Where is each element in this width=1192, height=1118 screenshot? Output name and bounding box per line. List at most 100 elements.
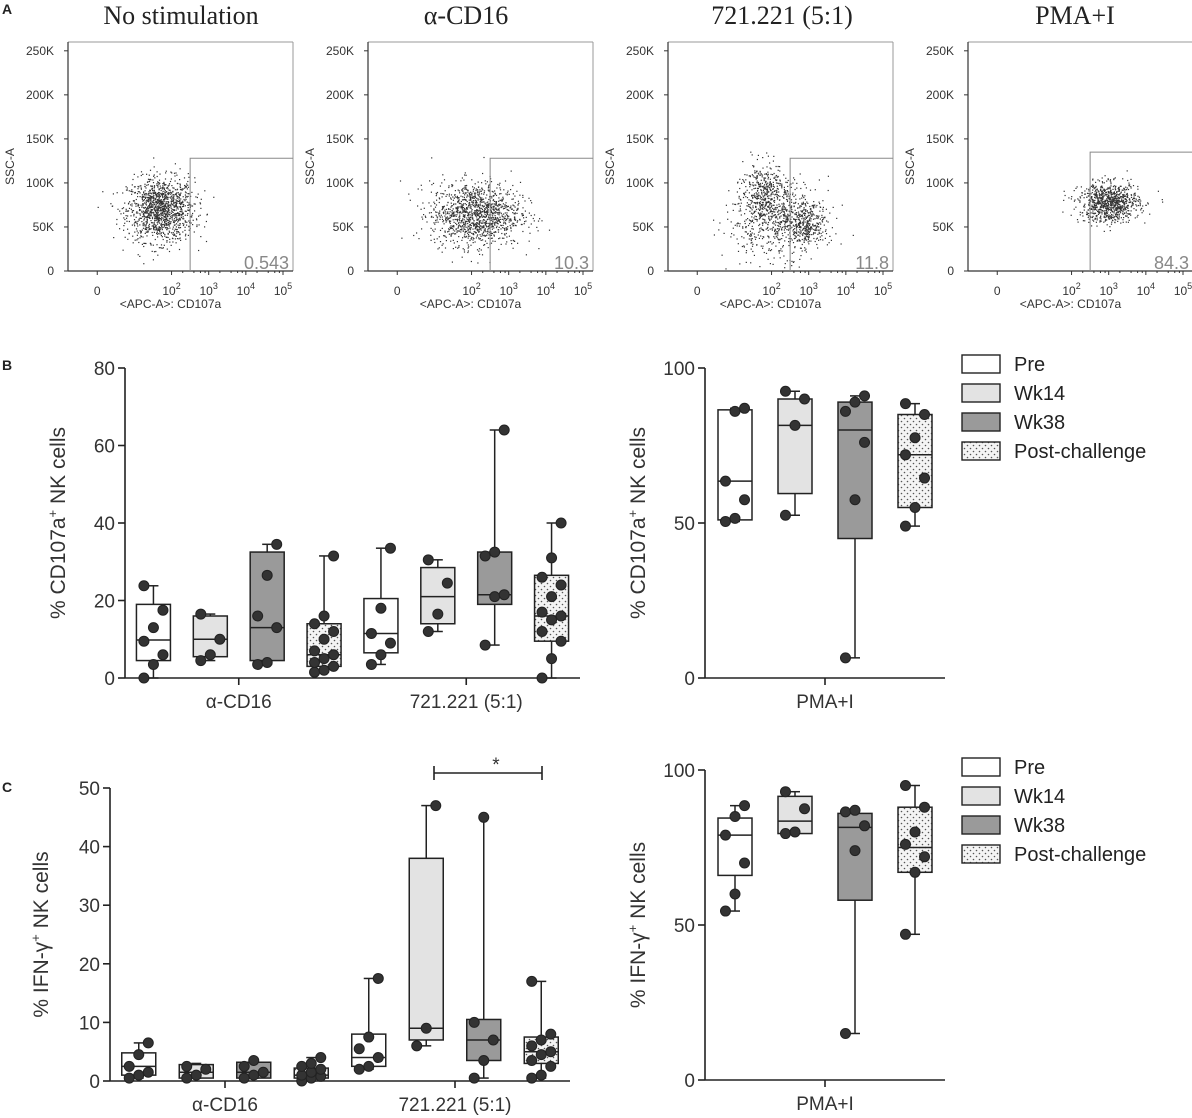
flow-event-dot <box>792 228 795 231</box>
flow-event-dot <box>779 195 781 197</box>
flow-event-dot <box>153 203 155 205</box>
flow-event-dot <box>795 225 797 227</box>
flow-event-dot <box>786 216 788 218</box>
flow-event-dot <box>154 225 156 228</box>
flow-event-dot <box>744 220 746 222</box>
flow-event-dot <box>796 226 798 228</box>
flow-event-dot <box>1091 216 1094 219</box>
flow-event-dot <box>185 210 187 212</box>
flow-event-dot <box>756 244 758 246</box>
flow-event-dot <box>1134 192 1136 194</box>
flow-event-dot <box>506 229 508 231</box>
flow-event-dot <box>821 214 823 216</box>
flow-event-dot <box>512 239 514 241</box>
flow-event-dot <box>1118 188 1121 190</box>
flow-event-dot <box>143 223 145 225</box>
flow-event-dot <box>478 193 481 195</box>
flow-event-dot <box>794 202 796 204</box>
flow-event-dot <box>799 225 801 227</box>
flow-event-dot <box>148 198 150 200</box>
flow-y-tick-label: 200K <box>626 88 654 102</box>
flow-event-dot <box>1122 189 1124 191</box>
flow-event-dot <box>495 208 497 210</box>
flow-event-dot <box>162 226 164 228</box>
flow-event-dot <box>1064 194 1066 197</box>
flow-event-dot <box>472 202 474 204</box>
flow-event-dot <box>759 201 762 203</box>
flow-event-dot <box>156 228 158 230</box>
flow-event-dot <box>150 179 152 181</box>
flow-event-dot <box>179 227 182 229</box>
flow-event-dot <box>441 218 444 220</box>
flow-event-dot <box>439 216 441 218</box>
flow-event-dot <box>490 209 492 211</box>
flow-event-dot <box>155 217 157 219</box>
flow-event-dot <box>765 204 767 206</box>
flow-event-dot <box>433 230 435 233</box>
flow-event-dot <box>154 217 156 219</box>
flow-event-dot <box>166 228 168 230</box>
flow-event-dot <box>176 213 178 215</box>
flow-event-dot <box>1100 197 1102 199</box>
flow-event-dot <box>749 186 751 188</box>
flow-event-dot <box>508 193 510 195</box>
flow-event-dot <box>1139 203 1141 205</box>
flow-event-dot <box>762 224 764 226</box>
flow-event-dot <box>1103 203 1106 205</box>
flow-event-dot <box>153 157 155 159</box>
flow-event-dot <box>769 167 771 169</box>
flow-event-dot <box>1119 185 1121 187</box>
flow-event-dot <box>762 201 764 203</box>
flow-event-dot <box>506 228 508 230</box>
flow-event-dot <box>436 217 439 219</box>
flow-event-dot <box>467 229 470 231</box>
flow-event-dot <box>472 237 474 239</box>
flow-event-dot <box>141 229 143 231</box>
flow-event-dot <box>817 233 819 235</box>
flow-event-dot <box>1088 205 1090 207</box>
flow-event-dot <box>1094 208 1096 210</box>
flow-event-dot <box>759 205 761 207</box>
flow-event-dot <box>484 216 486 218</box>
flow-event-dot <box>138 207 140 209</box>
flow-event-dot <box>1139 202 1141 204</box>
flow-event-dot <box>548 229 551 231</box>
flow-event-dot <box>1115 197 1117 199</box>
flow-event-dot <box>755 192 757 194</box>
flow-event-dot <box>713 219 715 221</box>
flow-event-dot <box>730 221 732 223</box>
flow-event-dot <box>1107 190 1109 193</box>
flow-event-dot <box>160 199 162 201</box>
flow-event-dot <box>759 266 761 268</box>
flow-event-dot <box>754 184 756 186</box>
flow-event-dot <box>776 204 778 206</box>
flow-event-dot <box>749 183 751 185</box>
flow-event-dot <box>484 230 486 232</box>
flow-event-dot <box>187 195 189 197</box>
flow-event-dot <box>803 218 805 220</box>
flow-event-dot <box>184 194 186 196</box>
flow-event-dot <box>436 191 439 194</box>
flow-event-dot <box>759 170 761 172</box>
flow-event-dot <box>763 192 765 194</box>
flow-event-dot <box>498 204 501 206</box>
flow-event-dot <box>759 198 761 200</box>
flow-event-dot <box>187 173 189 175</box>
flow-event-dot <box>767 185 769 187</box>
flow-event-dot <box>175 195 178 197</box>
flow-event-dot <box>502 224 504 226</box>
flow-event-dot <box>153 229 155 231</box>
flow-event-dot <box>803 220 805 222</box>
flow-event-dot <box>471 193 473 195</box>
flow-event-dot <box>751 228 753 230</box>
flow-event-dot <box>1091 225 1093 227</box>
flow-event-dot <box>808 240 810 242</box>
flow-event-dot <box>170 195 172 198</box>
flow-event-dot <box>165 217 168 219</box>
flow-event-dot <box>439 185 441 187</box>
flow-event-dot <box>156 221 158 223</box>
flow-event-dot <box>1106 188 1108 190</box>
flow-event-dot <box>472 188 475 191</box>
flow-event-dot <box>810 218 812 220</box>
flow-event-dot <box>173 205 175 207</box>
